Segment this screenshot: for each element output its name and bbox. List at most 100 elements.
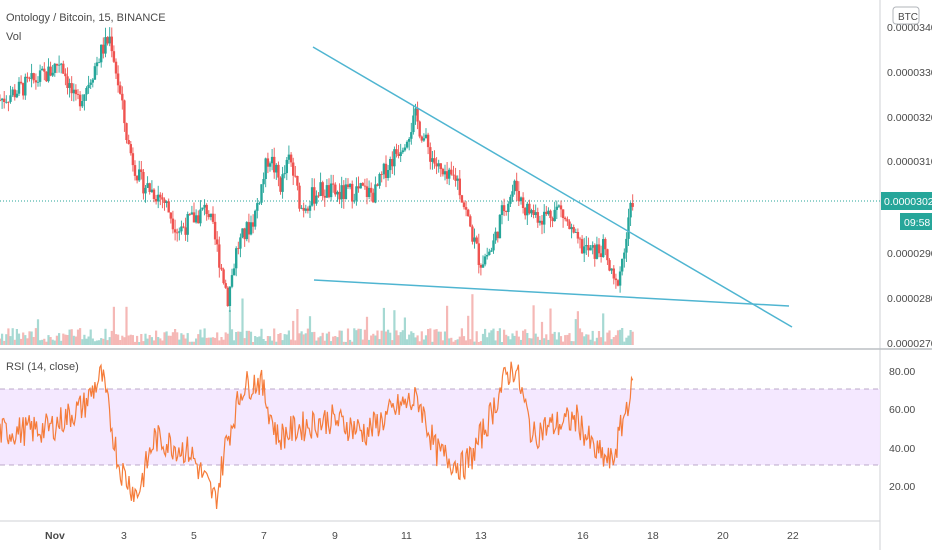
volume-bar — [281, 340, 284, 345]
candle-body — [509, 196, 512, 204]
volume-bar — [20, 338, 23, 345]
candle-body — [97, 62, 101, 64]
time-axis[interactable]: Nov 3 5 7 9 11 13 16 18 20 22 — [45, 530, 799, 542]
volume-bar — [174, 329, 177, 345]
candle-body — [517, 191, 520, 202]
volume-bar — [481, 333, 485, 345]
candle-body — [418, 121, 421, 137]
candle-body — [306, 208, 310, 211]
candle-body — [627, 217, 630, 239]
rsi-axis[interactable]: 80.00 60.00 40.00 20.00 — [889, 366, 915, 493]
candle-body — [83, 94, 86, 101]
volume-bar — [454, 340, 457, 345]
candle-body — [437, 163, 440, 167]
candle-body — [256, 203, 259, 211]
candle-body — [108, 36, 111, 44]
volume-bar — [5, 334, 8, 345]
volume-bar — [146, 338, 149, 345]
volume-bar — [530, 338, 533, 345]
candle-body — [258, 202, 261, 204]
candle-body — [237, 248, 240, 249]
time-tick-label: 7 — [261, 530, 267, 542]
candle-body — [247, 222, 251, 235]
volume-bar — [45, 341, 48, 345]
candle-body — [597, 244, 601, 254]
volume-bar — [431, 341, 434, 345]
volume-bar — [34, 328, 37, 345]
volume-bar — [119, 340, 122, 345]
candle-body — [60, 63, 63, 65]
candle-body — [564, 217, 567, 220]
rsi-legend[interactable]: RSI (14, close) — [6, 361, 79, 373]
candle-body — [296, 176, 299, 186]
volume-bar — [72, 335, 75, 345]
volume-bar — [1, 333, 4, 345]
volume-bar — [241, 298, 244, 345]
candle-body — [207, 214, 210, 218]
candle-body — [405, 141, 409, 148]
volume-bar — [254, 336, 257, 345]
volume-bar — [484, 328, 487, 345]
candle-body — [625, 238, 628, 253]
volume-bar — [152, 340, 156, 345]
candle-body — [43, 68, 46, 72]
volume-bar — [509, 339, 512, 345]
volume-bar — [176, 332, 179, 345]
candle-body — [268, 163, 272, 167]
volume-bar — [526, 333, 529, 345]
candle-body — [154, 199, 158, 202]
candle-body — [604, 239, 607, 250]
volume-bar — [319, 336, 322, 345]
volume-bar — [389, 332, 392, 345]
candle-body — [323, 195, 326, 198]
candle-body — [102, 44, 105, 54]
candle-body — [498, 214, 502, 239]
candle-body — [612, 268, 615, 279]
volume-bar — [66, 335, 69, 345]
candle-body — [616, 280, 620, 286]
volume-bar — [625, 337, 628, 345]
candle-body — [313, 187, 316, 204]
candle-body — [621, 258, 624, 272]
volume-bar — [471, 294, 474, 345]
volume-bar — [351, 341, 354, 345]
volume-bar — [249, 331, 253, 345]
volume-legend[interactable]: Vol — [6, 31, 21, 43]
volume-bar — [372, 333, 375, 345]
price-tick-label: 0.0000270 — [887, 338, 932, 350]
chart-title[interactable]: Ontology / Bitcoin, 15, BINANCE — [6, 12, 166, 24]
volume-bar — [36, 319, 40, 345]
candle-body — [431, 158, 434, 162]
candle-body — [325, 185, 329, 198]
volume-bar — [117, 334, 120, 345]
candle-body — [346, 184, 350, 188]
lower-trendline[interactable] — [313, 279, 790, 307]
volume-bar — [422, 339, 425, 345]
volume-bar — [180, 333, 183, 345]
candle-body — [283, 173, 286, 175]
volume-bar — [243, 338, 246, 345]
price-axis[interactable]: 0.0000340 0.0000330 0.0000320 0.0000310 … — [887, 22, 932, 350]
candle-body — [7, 101, 10, 103]
volume-bar — [275, 341, 278, 345]
upper-trendline[interactable] — [312, 46, 793, 328]
candle-body — [448, 169, 451, 179]
volume-bar — [505, 334, 508, 345]
candle-body — [492, 240, 495, 251]
volume-bar — [629, 330, 632, 345]
volume-bar — [273, 328, 276, 345]
candle-body — [631, 203, 634, 207]
candle-body — [279, 177, 282, 192]
volume-bar — [591, 330, 594, 345]
volume-bar — [511, 333, 514, 345]
candle-body — [500, 205, 504, 215]
volume-bar — [357, 328, 360, 345]
candle-body — [473, 237, 476, 242]
candle-body — [315, 195, 318, 204]
candle-body — [106, 37, 109, 44]
volume-bar — [500, 342, 504, 345]
candle-body — [129, 144, 132, 154]
currency-badge[interactable]: BTC — [892, 6, 920, 25]
volume-bar — [616, 330, 620, 345]
